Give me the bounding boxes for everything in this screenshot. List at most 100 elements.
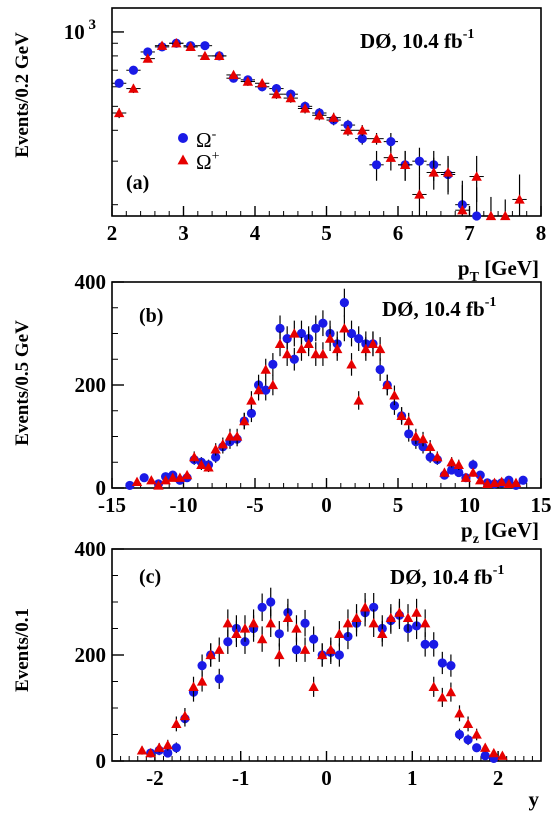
data-point <box>214 674 224 684</box>
x-tick-label: 5 <box>321 221 332 245</box>
data-point <box>497 750 508 760</box>
data-point <box>214 644 225 654</box>
data-point <box>369 602 379 612</box>
x-tick-label: -10 <box>170 493 198 517</box>
data-point <box>389 401 400 411</box>
y-tick-label: 0 <box>96 476 107 500</box>
x-tick-label: 8 <box>536 221 547 245</box>
data-point <box>328 112 339 122</box>
experiment-annotation: DØ, 10.4 fb-1 <box>360 27 474 53</box>
y-axis-label: Events/0.1 <box>12 608 33 692</box>
data-point <box>472 743 482 753</box>
data-point <box>256 78 268 88</box>
x-tick-label: 10 <box>459 493 480 517</box>
data-point <box>489 477 500 488</box>
data-point <box>310 348 321 359</box>
data-point <box>471 171 482 181</box>
data-point <box>231 628 242 638</box>
data-point <box>368 618 379 628</box>
data-point <box>205 649 216 660</box>
data-point <box>404 429 414 439</box>
x-axis-label: pT [GeV] <box>458 256 539 285</box>
data-point <box>153 480 164 490</box>
data-point <box>454 467 464 478</box>
x-tick-label: 3 <box>178 221 189 245</box>
data-point <box>414 156 425 166</box>
data-point <box>289 354 299 364</box>
data-point <box>210 444 221 454</box>
legend-marker <box>178 133 188 143</box>
data-point <box>199 50 211 61</box>
x-tick-label: 5 <box>393 493 404 517</box>
data-point <box>242 76 254 86</box>
data-point <box>346 359 357 369</box>
data-point <box>311 323 321 333</box>
panel-b: -15 -10 -5 0 5 10 15 0 200 400 Events/0.5 GeV pz [G… <box>12 270 552 547</box>
data-point <box>357 134 367 144</box>
data-point <box>419 618 431 628</box>
data-point <box>113 107 125 118</box>
x-axis-label: y <box>529 787 540 811</box>
data-point <box>425 452 435 462</box>
data-point <box>299 644 311 654</box>
x-tick-label: -2 <box>146 766 164 790</box>
data-point <box>246 395 257 405</box>
x-tick-label: 6 <box>393 221 404 245</box>
data-point <box>281 348 293 359</box>
data-point <box>179 710 191 721</box>
experiment-annotation: DØ, 10.4 fb-1 <box>382 295 496 321</box>
data-point <box>203 462 214 472</box>
x-tick-label: -5 <box>246 493 264 517</box>
data-point <box>271 83 282 94</box>
data-point <box>275 323 285 333</box>
data-point <box>171 38 182 48</box>
data-point <box>318 318 328 328</box>
data-point <box>189 451 200 462</box>
data-point <box>403 415 414 426</box>
data-point <box>500 210 511 221</box>
data-point <box>460 472 472 482</box>
data-point <box>185 41 196 52</box>
x-tick-label: -15 <box>98 493 126 517</box>
data-point <box>346 328 357 339</box>
data-point <box>291 623 302 633</box>
series-omega-plus <box>112 38 527 221</box>
data-point <box>253 384 264 395</box>
data-point <box>437 658 447 668</box>
data-point <box>510 477 522 488</box>
y-tick-label: 200 <box>75 373 107 397</box>
data-point <box>289 328 300 338</box>
x-tick-label: 7 <box>464 221 475 245</box>
data-point <box>394 607 405 617</box>
data-point <box>454 729 465 740</box>
data-point <box>261 385 271 395</box>
data-point <box>467 467 479 477</box>
data-point <box>282 334 292 344</box>
panel-a: 2 3 4 5 6 7 8 10 3 Events/0.2 GeV pT [GeV] DØ, 10.… <box>12 7 547 285</box>
y-tick-label: 10 3 <box>64 17 96 44</box>
data-point <box>414 189 425 199</box>
data-point <box>181 469 193 480</box>
series-omega-minus <box>146 587 499 763</box>
data-point <box>303 338 314 348</box>
panel-label: (b) <box>139 305 163 327</box>
data-point <box>360 343 372 354</box>
data-point <box>371 133 382 143</box>
legend: Ω-Ω+ <box>177 127 220 174</box>
data-point <box>325 644 336 654</box>
data-point <box>156 40 168 50</box>
x-tick-label: 1 <box>407 766 418 790</box>
data-point <box>446 457 457 467</box>
data-point <box>488 747 500 758</box>
series-omega-minus <box>112 38 484 221</box>
data-point <box>447 465 457 475</box>
data-point <box>223 637 233 647</box>
data-point <box>228 69 239 80</box>
data-point <box>375 364 385 375</box>
data-point <box>145 747 156 758</box>
data-point <box>200 41 210 51</box>
experiment-annotation: DØ, 10.4 fb-1 <box>390 563 504 589</box>
data-point <box>371 160 382 170</box>
x-tick-label: 4 <box>250 221 261 245</box>
data-point <box>131 476 143 486</box>
